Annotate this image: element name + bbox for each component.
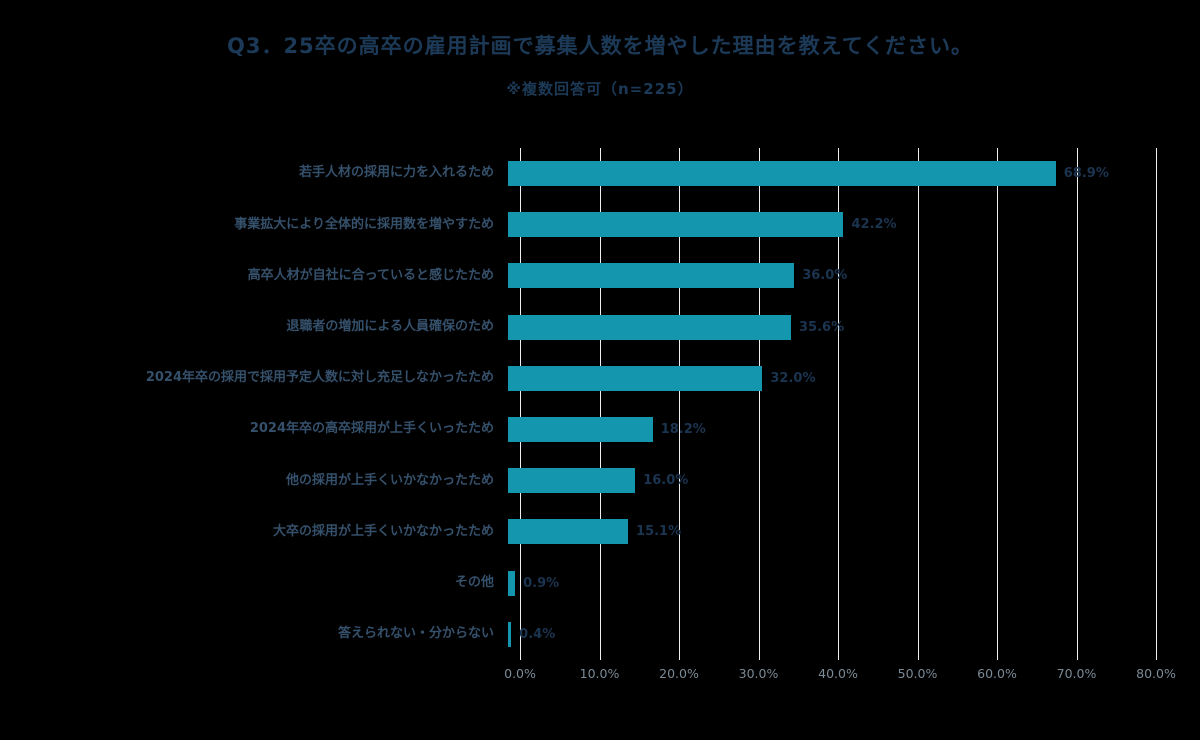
bar xyxy=(508,570,516,596)
category-label: 若手人材の採用に力を入れるため xyxy=(298,165,494,181)
value-label: 0.4% xyxy=(519,626,556,642)
chart-row: 2024年卒の高卒採用が上手くいったため 18.2% xyxy=(0,404,1200,455)
gridline xyxy=(758,148,760,660)
chart-row: その他 0.9% xyxy=(0,558,1200,609)
bar-track: 0.9% xyxy=(508,570,1144,596)
chart-row: 高卒人材が自社に合っていると感じたため 36.0% xyxy=(0,250,1200,301)
gridlines xyxy=(520,148,1157,660)
category-label: 退職者の増加による人員確保のため xyxy=(286,319,494,335)
bar xyxy=(508,314,792,340)
x-tick-label: 60.0% xyxy=(977,666,1017,681)
chart-row: 2024年卒の採用で採用予定人数に対し充足しなかったため 32.0% xyxy=(0,353,1200,404)
chart-row: 他の採用が上手くいかなかったため 16.0% xyxy=(0,455,1200,506)
bar-track: 18.2% xyxy=(508,417,1144,443)
x-axis: 0.0% 10.0% 20.0% 30.0% 40.0% 50.0% 60.0% 70.0% 8… xyxy=(504,666,1176,690)
value-label: 0.9% xyxy=(523,575,560,591)
bar-track: 32.0% xyxy=(508,365,1144,391)
chart-row: 退職者の増加による人員確保のため 35.6% xyxy=(0,302,1200,353)
bar xyxy=(508,468,636,494)
value-label: 68.9% xyxy=(1063,166,1109,182)
value-label: 18.2% xyxy=(660,422,706,438)
gridline xyxy=(520,148,521,660)
bar xyxy=(508,161,1056,187)
gridline xyxy=(917,148,919,660)
bar xyxy=(508,621,512,647)
category-label: 事業拡大により全体的に採用数を増やすため xyxy=(234,216,494,232)
chart-row: 大卒の採用が上手くいかなかったため 15.1% xyxy=(0,506,1200,557)
gridline xyxy=(1076,148,1078,660)
bar-track: 35.6% xyxy=(508,314,1144,340)
chart-rows: 若手人材の採用に力を入れるため 68.9% 事業拡大により全体的に採用数を増やすため… xyxy=(0,148,1200,660)
value-label: 16.0% xyxy=(643,473,689,489)
x-tick-label: 50.0% xyxy=(897,666,938,681)
bar xyxy=(508,365,763,391)
category-label: 答えられない・分からない xyxy=(337,626,494,642)
bar-track: 0.4% xyxy=(508,621,1144,647)
x-tick-label: 40.0% xyxy=(818,666,858,681)
value-label: 42.2% xyxy=(851,217,897,233)
category-label: 2024年卒の採用で採用予定人数に対し充足しなかったため xyxy=(145,370,494,386)
bar xyxy=(508,417,653,443)
value-label: 35.6% xyxy=(799,319,845,335)
chart-row: 事業拡大により全体的に採用数を増やすため 42.2% xyxy=(0,199,1200,250)
category-label: その他 xyxy=(454,574,494,590)
chart-row: 若手人材の採用に力を入れるため 68.9% xyxy=(0,148,1200,199)
x-tick-label: 80.0% xyxy=(1136,666,1176,681)
x-tick-label: 0.0% xyxy=(504,666,536,681)
chart-title: Q3．25卒の高卒の雇用計画で募集人数を増やした理由を教えてください。 xyxy=(226,34,973,58)
gridline xyxy=(838,148,839,660)
x-tick-label: 30.0% xyxy=(738,666,779,681)
value-label: 32.0% xyxy=(770,370,816,386)
category-label: 高卒人材が自社に合っていると感じたため xyxy=(247,267,494,283)
gridline xyxy=(997,148,998,660)
x-tick-label: 10.0% xyxy=(579,666,620,681)
x-tick-label: 20.0% xyxy=(659,666,699,681)
x-tick-label: 70.0% xyxy=(1056,666,1097,681)
bar-chart: 若手人材の採用に力を入れるため 68.9% 事業拡大により全体的に採用数を増やすため… xyxy=(0,148,1200,708)
bar xyxy=(508,212,844,238)
bar-track: 68.9% xyxy=(508,161,1144,187)
bar-track: 36.0% xyxy=(508,263,1144,289)
bar xyxy=(508,519,629,545)
category-label: 他の採用が上手くいかなかったため xyxy=(285,472,494,488)
bar-track: 15.1% xyxy=(508,519,1144,545)
bar-track: 42.2% xyxy=(508,212,1144,238)
chart-row: 答えられない・分からない 0.4% xyxy=(0,609,1200,660)
bar xyxy=(508,263,795,289)
value-label: 15.1% xyxy=(636,524,682,540)
category-label: 2024年卒の高卒採用が上手くいったため xyxy=(249,421,494,437)
bar-track: 16.0% xyxy=(508,468,1144,494)
category-label: 大卒の採用が上手くいかなかったため xyxy=(272,523,494,539)
value-label: 36.0% xyxy=(802,268,848,284)
gridline xyxy=(1156,148,1157,660)
chart-subtitle: ※複数回答可（n=225） xyxy=(506,80,694,98)
gridline xyxy=(679,148,680,660)
gridline xyxy=(599,148,601,660)
